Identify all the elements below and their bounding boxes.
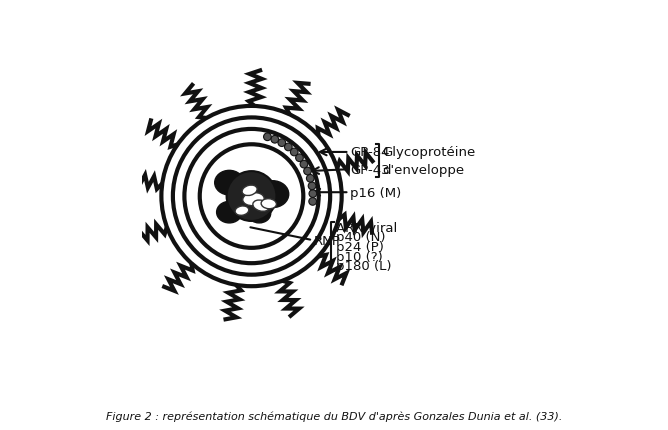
Ellipse shape (228, 192, 255, 213)
Circle shape (162, 107, 341, 286)
Ellipse shape (244, 173, 266, 190)
Circle shape (271, 136, 279, 144)
Circle shape (184, 129, 319, 264)
Ellipse shape (257, 181, 289, 208)
Circle shape (308, 183, 316, 190)
Text: RNP: RNP (314, 234, 341, 247)
Text: p40 (N): p40 (N) (336, 231, 385, 244)
Ellipse shape (261, 199, 277, 209)
Circle shape (285, 144, 292, 151)
Circle shape (173, 118, 330, 275)
Circle shape (307, 175, 314, 183)
Text: Figure 2 : représentation schématique du BDV d'après Gonzales Dunia et al. (33).: Figure 2 : représentation schématique du… (106, 411, 562, 421)
Circle shape (226, 172, 277, 221)
Text: GP-43: GP-43 (351, 163, 390, 176)
Ellipse shape (214, 171, 244, 196)
Circle shape (309, 198, 317, 206)
Circle shape (291, 149, 298, 157)
Text: GP-84: GP-84 (351, 146, 390, 159)
Text: p180 (L): p180 (L) (336, 260, 391, 273)
Ellipse shape (242, 186, 257, 196)
Ellipse shape (216, 202, 242, 224)
Text: p24 (P): p24 (P) (336, 240, 384, 253)
Circle shape (309, 190, 317, 198)
Circle shape (304, 168, 311, 175)
Ellipse shape (253, 200, 269, 212)
Circle shape (296, 154, 303, 162)
Ellipse shape (248, 204, 271, 224)
Text: ARN viral: ARN viral (336, 221, 397, 234)
Circle shape (300, 161, 308, 169)
Text: p16 (M): p16 (M) (351, 186, 401, 199)
Circle shape (200, 145, 303, 248)
Text: p10 (?): p10 (?) (336, 250, 383, 263)
Text: Glycoprotéine
d'enveloppe: Glycoprotéine d'enveloppe (382, 146, 475, 177)
Ellipse shape (242, 193, 264, 206)
Circle shape (278, 139, 286, 147)
Circle shape (264, 134, 271, 141)
Ellipse shape (235, 206, 248, 216)
